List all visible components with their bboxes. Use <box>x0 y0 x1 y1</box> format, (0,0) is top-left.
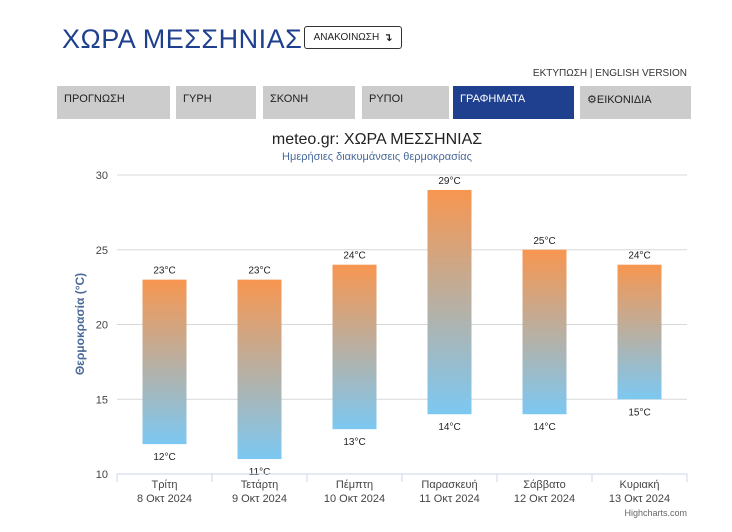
temperature-bar[interactable] <box>427 189 472 415</box>
low-label: 14°C <box>438 422 460 433</box>
x-tick-date: 8 Οκτ 2024 <box>137 493 192 505</box>
y-axis-ticks: 10 15 20 25 30 <box>96 170 108 481</box>
gear-icon: ⚙ <box>587 94 597 106</box>
x-tick-date: 10 Οκτ 2024 <box>324 493 385 505</box>
tab-label: ΓΡΑΦΗΜΑΤΑ <box>460 93 526 105</box>
y-tick-label: 10 <box>96 469 108 481</box>
high-label: 25°C <box>533 236 555 247</box>
tab-forecast[interactable]: ΠΡΟΓΝΩΣΗ <box>57 86 170 119</box>
temperature-chart: meteo.gr: ΧΩΡΑ ΜΕΣΣΗΝΙΑΣ Ημερήσιες διακυ… <box>0 124 732 532</box>
low-label: 15°C <box>628 407 650 418</box>
x-tick-date: 12 Οκτ 2024 <box>514 493 575 505</box>
y-tick-label: 15 <box>96 394 108 406</box>
x-tick-day: Τετάρτη <box>241 479 279 491</box>
high-label: 24°C <box>343 251 365 262</box>
temperature-bar[interactable] <box>237 279 282 460</box>
y-axis-title: Θερμοκρασία (°C) <box>73 273 87 375</box>
low-label: 12°C <box>153 452 175 463</box>
high-label: 23°C <box>248 266 270 277</box>
tab-label: ΠΡΟΓΝΩΣΗ <box>64 93 125 105</box>
tab-icons[interactable]: ⚙ΕΙΚΟΝΙΔΙΑ <box>580 86 691 119</box>
high-label: 23°C <box>153 266 175 277</box>
temperature-bar[interactable] <box>142 279 187 445</box>
tab-pollutants[interactable]: ΡΥΠΟΙ <box>362 86 449 119</box>
data-labels: 23°C 12°C 23°C 11°C 24°C 13°C 29°C 14°C 25°C 14°C… <box>153 176 650 478</box>
bars <box>142 189 662 460</box>
x-tick-date: 13 Οκτ 2024 <box>609 493 670 505</box>
link-separator: | <box>589 68 593 79</box>
grid-lines <box>117 174 687 475</box>
chart-svg: meteo.gr: ΧΩΡΑ ΜΕΣΣΗΝΙΑΣ Ημερήσιες διακυ… <box>73 131 688 505</box>
x-tick-day: Κυριακή <box>619 479 659 491</box>
y-tick-label: 20 <box>96 320 108 332</box>
top-links: ΕΚΤΥΠΩΣΗ | ENGLISH VERSION <box>533 68 687 79</box>
temperature-bar[interactable] <box>522 249 567 415</box>
x-tick-date: 11 Οκτ 2024 <box>419 493 479 505</box>
low-label: 14°C <box>533 422 555 433</box>
x-axis: Τρίτη 8 Οκτ 2024 Τετάρτη 9 Οκτ 2024 Πέμπτη 10… <box>116 473 688 505</box>
high-label: 24°C <box>628 251 650 262</box>
chart-subtitle: Ημερήσιες διακυμάνσεις θερμοκρασίας <box>282 151 472 163</box>
x-tick-day: Παρασκευή <box>421 479 477 491</box>
tab-label: ΡΥΠΟΙ <box>369 93 404 105</box>
tab-label: ΓΥΡΗ <box>183 93 212 105</box>
temperature-bar[interactable] <box>617 264 662 400</box>
tab-dust[interactable]: ΣΚΟΝΗ <box>263 86 355 119</box>
x-tick-date: 9 Οκτ 2024 <box>232 493 287 505</box>
low-label: 11°C <box>249 467 271 478</box>
page-title: ΧΩΡΑ ΜΕΣΣΗΝΙΑΣ <box>62 24 303 54</box>
x-tick-day: Πέμπτη <box>336 479 373 491</box>
chart-credits[interactable]: Highcharts.com <box>624 508 687 518</box>
tab-pollen[interactable]: ΓΥΡΗ <box>176 86 256 119</box>
english-version-link[interactable]: ENGLISH VERSION <box>595 68 687 79</box>
print-link[interactable]: ΕΚΤΥΠΩΣΗ <box>532 68 588 79</box>
announcement-button[interactable]: ΑΝΑΚΟΙΝΩΣΗ ↴ <box>304 26 402 49</box>
high-label: 29°C <box>438 176 460 187</box>
announcement-label: ΑΝΑΚΟΙΝΩΣΗ <box>313 32 380 43</box>
y-tick-label: 25 <box>96 245 108 257</box>
chart-title: meteo.gr: ΧΩΡΑ ΜΕΣΣΗΝΙΑΣ <box>272 131 482 148</box>
tab-label: ΣΚΟΝΗ <box>270 93 309 105</box>
y-tick-label: 30 <box>96 170 108 182</box>
tab-charts[interactable]: ΓΡΑΦΗΜΑΤΑ <box>453 86 574 119</box>
x-tick-day: Τρίτη <box>152 479 178 491</box>
x-tick-day: Σάββατο <box>523 479 565 491</box>
arrow-turn-icon: ↴ <box>383 32 393 44</box>
tab-label: ΕΙΚΟΝΙΔΙΑ <box>596 94 652 106</box>
temperature-bar[interactable] <box>332 264 377 430</box>
low-label: 13°C <box>343 437 365 448</box>
